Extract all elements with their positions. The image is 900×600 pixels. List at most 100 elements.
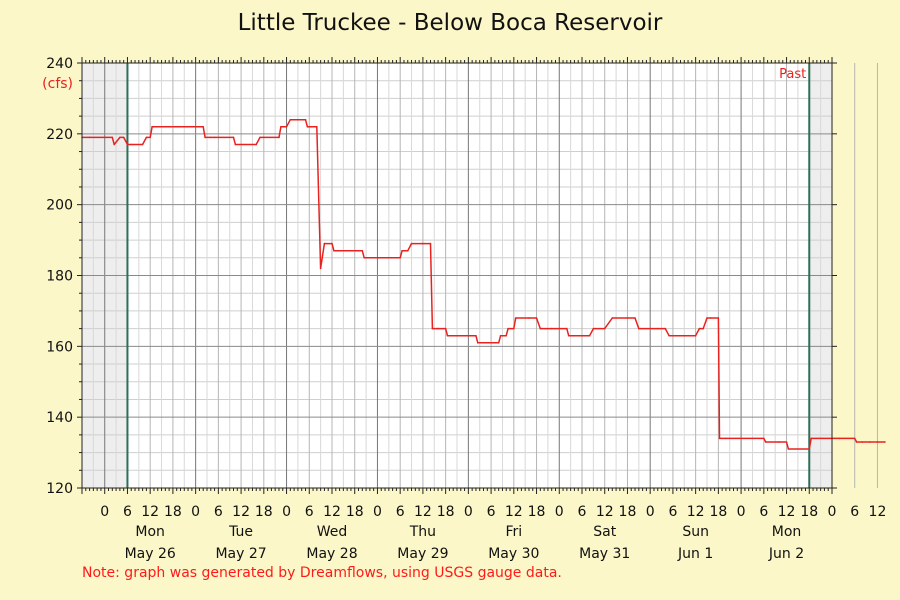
flow-data-point (444, 327, 447, 330)
flow-data-point (664, 327, 667, 330)
x-hour-label: 6 (305, 504, 314, 520)
x-hour-label: 18 (346, 504, 364, 520)
y-tick-label: 120 (46, 481, 73, 497)
flow-data-point (592, 327, 595, 330)
x-hour-label: 12 (687, 504, 705, 520)
x-hour-label: 12 (232, 504, 250, 520)
flow-data-point (539, 327, 542, 330)
x-hour-label: 18 (619, 504, 637, 520)
y-unit-label: (cfs) (42, 76, 73, 92)
chart-title: Little Truckee - Below Boca Reservoir (237, 10, 663, 36)
flow-data-point (507, 327, 509, 330)
flow-data-point (431, 327, 434, 330)
x-hour-label: 6 (850, 504, 859, 520)
flow-data-point (626, 317, 629, 319)
flow-data-point (588, 334, 591, 337)
flow-data-point (285, 126, 288, 128)
x-hour-label: 0 (464, 504, 473, 520)
flow-data-point (603, 327, 606, 330)
flow-data-point (316, 126, 318, 128)
flow-data-point (657, 327, 659, 330)
x-weekday-label: Mon (772, 524, 802, 540)
flow-data-point (323, 242, 326, 245)
x-hour-label: 18 (709, 504, 727, 520)
x-hour-label: 6 (487, 504, 496, 520)
flow-data-point (234, 143, 237, 146)
flow-data-point (869, 441, 871, 443)
flow-data-point (446, 334, 449, 337)
x-hour-label: 18 (800, 504, 818, 520)
flow-data-point (437, 327, 439, 330)
x-hour-label: 12 (505, 504, 523, 520)
x-hour-label: 6 (396, 504, 405, 520)
flow-data-point (88, 136, 91, 139)
flow-data-point (361, 249, 364, 252)
x-hour-label: 12 (778, 504, 796, 520)
flow-data-point (255, 143, 257, 146)
x-hour-label: 18 (528, 504, 546, 520)
flow-data-point (499, 334, 502, 337)
x-hour-label: 6 (214, 504, 223, 520)
y-tick-label: 180 (46, 269, 73, 285)
x-weekday-label: Fri (505, 524, 522, 540)
source-note: Note: graph was generated by Dreamflows,… (82, 565, 562, 581)
flow-data-point (687, 334, 689, 337)
flow-data-point (141, 143, 144, 146)
flow-data-point (528, 317, 530, 319)
flow-data-point (785, 441, 788, 443)
flow-data-point (151, 126, 153, 128)
x-hour-label: 18 (437, 504, 455, 520)
flow-data-point (514, 317, 517, 319)
flow-data-point (111, 136, 114, 139)
flow-data-point (363, 257, 366, 259)
flow-data-point (304, 118, 307, 121)
flow-data-point (475, 334, 477, 337)
flow-data-point (429, 242, 432, 245)
x-hour-label: 0 (191, 504, 200, 520)
flow-data-point (333, 249, 335, 252)
flow-data-point (787, 448, 790, 450)
flow-data-point (126, 143, 129, 146)
flow-data-point (278, 136, 280, 139)
flow-data-point (410, 242, 413, 245)
x-hour-label: 6 (668, 504, 677, 520)
flow-data-point (581, 334, 583, 337)
flow-series-line (82, 118, 885, 450)
x-date-label: May 27 (215, 546, 266, 562)
flow-data-point (718, 437, 721, 440)
flow-data-point (213, 136, 216, 139)
x-hour-label: 0 (100, 504, 109, 520)
x-date-label: Jun 1 (677, 546, 713, 562)
x-hour-label: 12 (323, 504, 341, 520)
flow-data-point (422, 242, 424, 245)
x-hour-label: 18 (164, 504, 182, 520)
flow-data-point (280, 126, 282, 128)
flow-data-point (725, 437, 727, 440)
past-label: Past (779, 67, 806, 82)
x-hour-label: 0 (555, 504, 564, 520)
flow-data-point (884, 441, 886, 443)
flow-data-point (853, 437, 856, 440)
flow-data-point (710, 317, 712, 319)
flow-data-point (259, 136, 261, 139)
x-hour-label: 6 (759, 504, 768, 520)
flow-data-point (638, 327, 640, 330)
x-hour-label: 0 (828, 504, 837, 520)
flow-data-point (497, 342, 500, 344)
x-hour-label: 6 (123, 504, 132, 520)
flow-data-point (634, 317, 636, 319)
x-weekday-label: Thu (409, 524, 436, 540)
flow-data-point (145, 136, 148, 139)
x-hour-label: 6 (578, 504, 587, 520)
x-hour-label: 12 (141, 504, 159, 520)
flow-data-point (119, 136, 121, 139)
y-tick-label: 220 (46, 127, 73, 143)
flow-data-point (855, 441, 858, 443)
x-hour-label: 12 (596, 504, 614, 520)
y-tick-label: 200 (46, 198, 73, 214)
flow-data-point (717, 317, 720, 319)
flow-data-point (513, 327, 515, 330)
y-tick-label: 240 (46, 56, 73, 72)
x-hour-label: 12 (869, 504, 887, 520)
flow-data-point (706, 317, 708, 319)
